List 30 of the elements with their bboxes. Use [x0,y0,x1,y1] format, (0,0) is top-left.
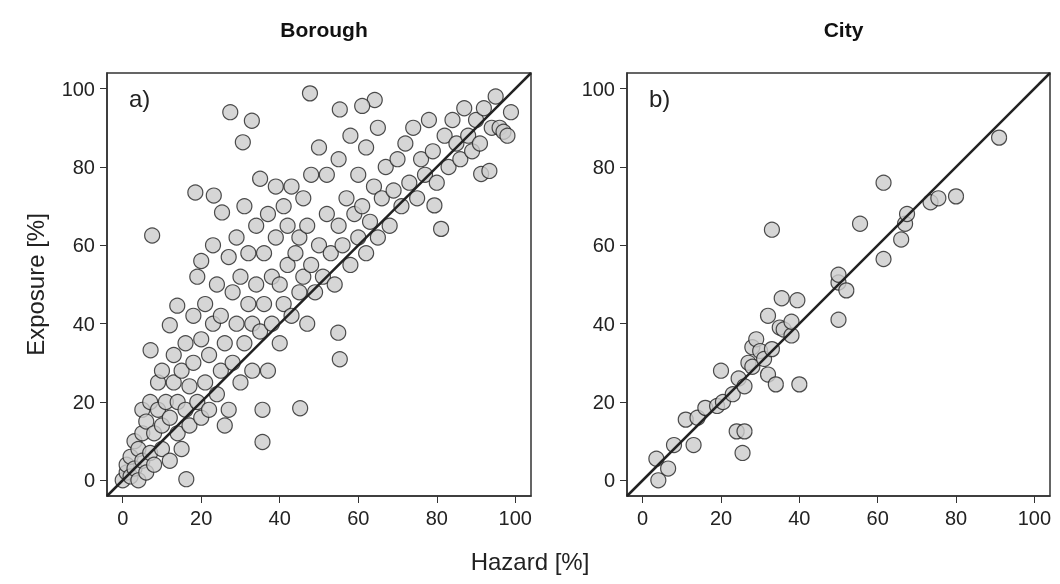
chart-title: City [823,18,864,41]
x-axis-title: Hazard [%] [469,548,591,576]
y-tick-label: 0 [83,469,95,492]
y-tick-label: 20 [72,391,95,413]
annotation: b) [649,84,671,112]
x-tick-label: 60 [347,507,370,529]
x-tick-label: 80 [425,507,448,529]
y-tick-label: 60 [72,234,95,257]
y-tick-label: 60 [592,234,615,257]
y-tick-label: 80 [592,156,615,178]
chart-title: Borough [280,18,368,41]
y-axis-title: Exposure [%] [21,213,49,356]
x-tick-label: 40 [268,507,291,529]
y-tick-label: 80 [72,156,95,178]
x-tick-label: 0 [637,507,649,529]
y-tick-label: 20 [592,391,615,413]
x-tick-label: 20 [190,507,213,529]
y-tick-label: 100 [61,77,95,100]
x-tick-label: 20 [709,507,733,529]
annotation: a) [129,84,151,112]
x-tick-label: 0 [117,507,129,529]
x-tick-label: 60 [866,507,889,529]
x-tick-label: 100 [498,507,532,529]
y-tick-label: 100 [581,77,615,100]
y-tick-label: 0 [603,469,615,492]
x-tick-label: 100 [1017,507,1052,529]
x-tick-label: 80 [944,507,968,529]
y-tick-label: 40 [72,312,95,335]
y-tick-label: 40 [592,312,615,335]
x-tick-label: 40 [788,507,811,529]
